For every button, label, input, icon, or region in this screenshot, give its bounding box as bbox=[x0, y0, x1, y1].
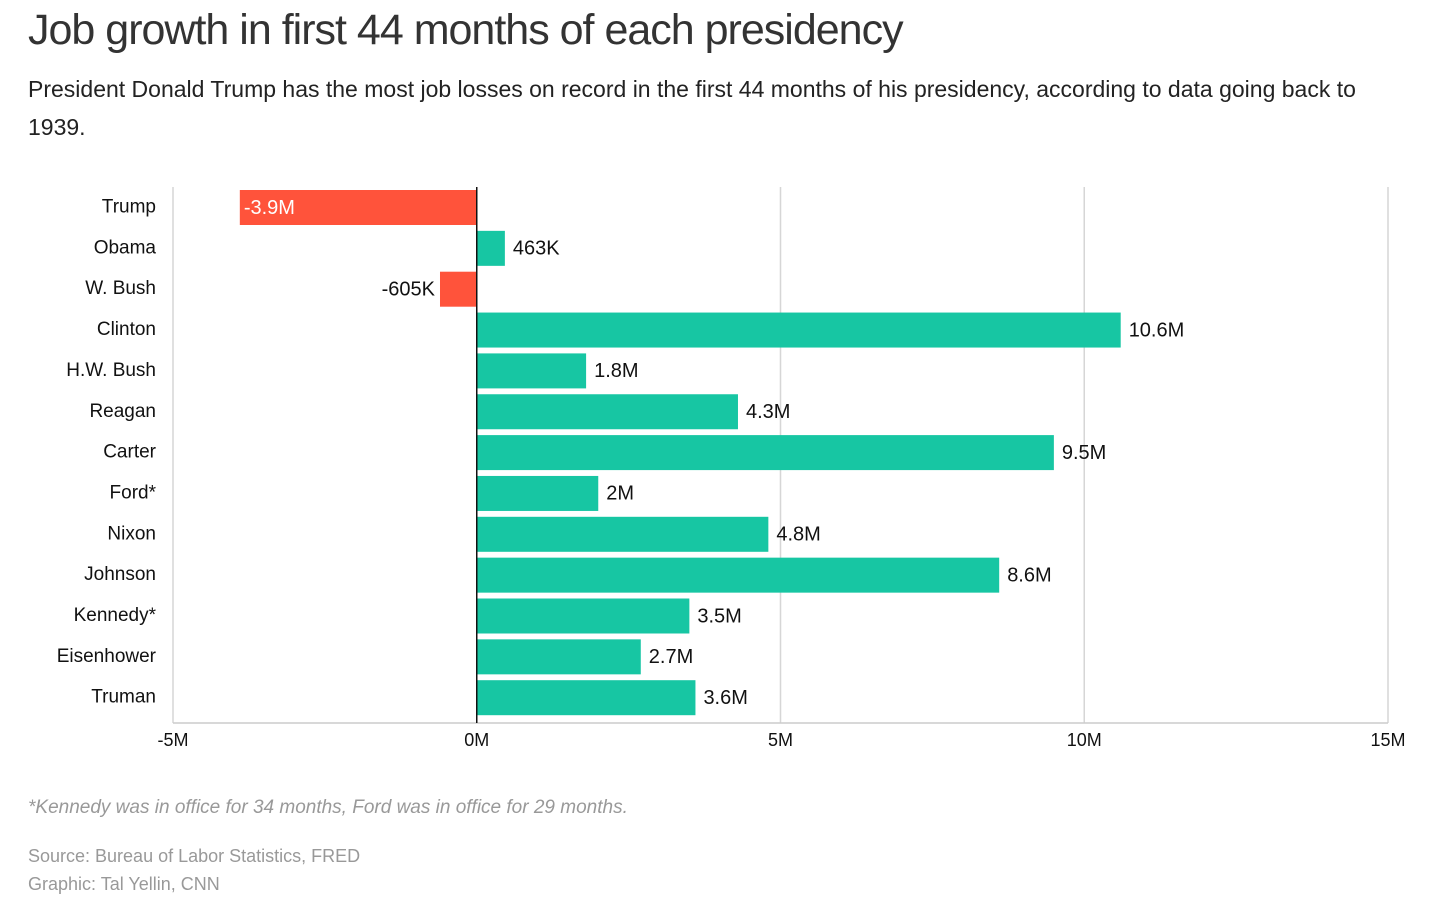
x-tick-label: 10M bbox=[1067, 730, 1102, 750]
bar bbox=[439, 271, 477, 307]
value-label: 2.7M bbox=[649, 646, 693, 668]
chart-subtitle: President Donald Trump has the most job … bbox=[28, 76, 1356, 140]
y-tick-label: Kennedy* bbox=[74, 605, 157, 626]
value-label: 4.8M bbox=[776, 524, 820, 546]
value-label: 10.6M bbox=[1129, 319, 1185, 341]
x-tick-label: -5M bbox=[158, 730, 189, 750]
bar bbox=[239, 190, 477, 225]
y-tick-label: Nixon bbox=[107, 523, 156, 544]
value-label: -3.9M bbox=[244, 197, 295, 219]
y-tick-label: Clinton bbox=[97, 319, 156, 340]
y-tick-label: Johnson bbox=[84, 564, 156, 585]
bar bbox=[476, 230, 505, 266]
x-tick-label: 5M bbox=[768, 730, 793, 750]
chart-title: Job growth in first 44 months of each pr… bbox=[28, 6, 904, 54]
bar bbox=[476, 475, 599, 511]
y-tick-label: Ford* bbox=[110, 482, 157, 503]
y-tick-label: Trump bbox=[102, 197, 156, 218]
value-label: 463K bbox=[513, 238, 560, 260]
y-tick-label: Truman bbox=[91, 687, 156, 708]
bar bbox=[476, 312, 1121, 348]
value-label: 3.6M bbox=[703, 687, 747, 709]
y-tick-label: H.W. Bush bbox=[66, 360, 156, 381]
value-label: 8.6M bbox=[1007, 564, 1051, 586]
x-tick-label: 0M bbox=[464, 730, 489, 750]
y-tick-label: Eisenhower bbox=[57, 646, 157, 667]
bar bbox=[476, 394, 738, 430]
bar bbox=[476, 598, 690, 634]
source: Source: Bureau of Labor Statistics, FRED bbox=[28, 846, 361, 866]
bar bbox=[476, 353, 587, 389]
credit: Graphic: Tal Yellin, CNN bbox=[28, 874, 220, 894]
x-tick-label: 15M bbox=[1370, 730, 1405, 750]
bar bbox=[476, 435, 1054, 471]
value-label: 9.5M bbox=[1062, 442, 1106, 464]
y-tick-label: Obama bbox=[94, 237, 157, 258]
y-tick-label: Carter bbox=[103, 442, 156, 463]
value-label: 2M bbox=[606, 483, 634, 505]
value-label: -605K bbox=[382, 278, 436, 300]
y-tick-label: Reagan bbox=[89, 401, 156, 422]
value-label: 3.5M bbox=[697, 605, 741, 627]
bar bbox=[476, 639, 641, 675]
bar bbox=[476, 680, 696, 716]
value-label: 1.8M bbox=[594, 360, 638, 382]
bar bbox=[476, 557, 1000, 593]
bar bbox=[476, 516, 769, 552]
value-label: 4.3M bbox=[746, 401, 790, 423]
y-tick-label: W. Bush bbox=[85, 278, 156, 299]
footnote: *Kennedy was in office for 34 months, Fo… bbox=[28, 797, 628, 818]
